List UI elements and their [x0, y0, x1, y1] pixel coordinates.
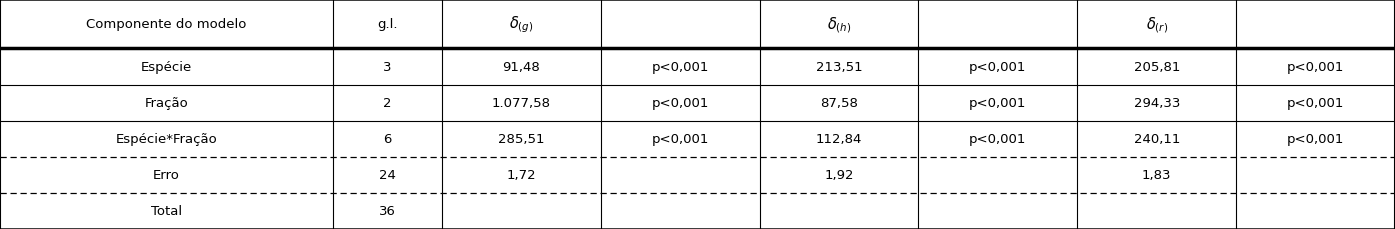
- Text: 36: 36: [379, 204, 396, 218]
- Text: 240,11: 240,11: [1134, 133, 1180, 146]
- Text: $\delta_{(h)}$: $\delta_{(h)}$: [827, 15, 851, 34]
- Text: p<0,001: p<0,001: [651, 133, 709, 146]
- Text: 1,83: 1,83: [1143, 169, 1172, 182]
- Text: 87,58: 87,58: [820, 97, 858, 110]
- Text: 294,33: 294,33: [1134, 97, 1180, 110]
- Text: Erro: Erro: [153, 169, 180, 182]
- Text: Espécie*Fração: Espécie*Fração: [116, 133, 218, 146]
- Text: Total: Total: [151, 204, 181, 218]
- Text: $\delta_{(r)}$: $\delta_{(r)}$: [1145, 15, 1168, 34]
- Text: $\delta_{(g)}$: $\delta_{(g)}$: [509, 14, 533, 35]
- Text: 1,72: 1,72: [506, 169, 536, 182]
- Text: 3: 3: [384, 61, 392, 74]
- Text: p<0,001: p<0,001: [651, 61, 709, 74]
- Text: p<0,001: p<0,001: [651, 97, 709, 110]
- Text: p<0,001: p<0,001: [970, 61, 1027, 74]
- Text: Componente do modelo: Componente do modelo: [86, 18, 247, 31]
- Text: p<0,001: p<0,001: [1286, 97, 1345, 110]
- Text: 112,84: 112,84: [816, 133, 862, 146]
- Text: 91,48: 91,48: [502, 61, 540, 74]
- Text: 6: 6: [384, 133, 392, 146]
- Text: g.l.: g.l.: [377, 18, 398, 31]
- Text: 1,92: 1,92: [824, 169, 854, 182]
- Text: 285,51: 285,51: [498, 133, 544, 146]
- Text: 1.077,58: 1.077,58: [491, 97, 551, 110]
- Text: Espécie: Espécie: [141, 61, 193, 74]
- Text: 24: 24: [379, 169, 396, 182]
- Text: p<0,001: p<0,001: [970, 97, 1027, 110]
- Text: 205,81: 205,81: [1134, 61, 1180, 74]
- Text: 213,51: 213,51: [816, 61, 862, 74]
- Text: p<0,001: p<0,001: [970, 133, 1027, 146]
- Text: Fração: Fração: [145, 97, 188, 110]
- Text: p<0,001: p<0,001: [1286, 133, 1345, 146]
- Text: 2: 2: [384, 97, 392, 110]
- Text: p<0,001: p<0,001: [1286, 61, 1345, 74]
